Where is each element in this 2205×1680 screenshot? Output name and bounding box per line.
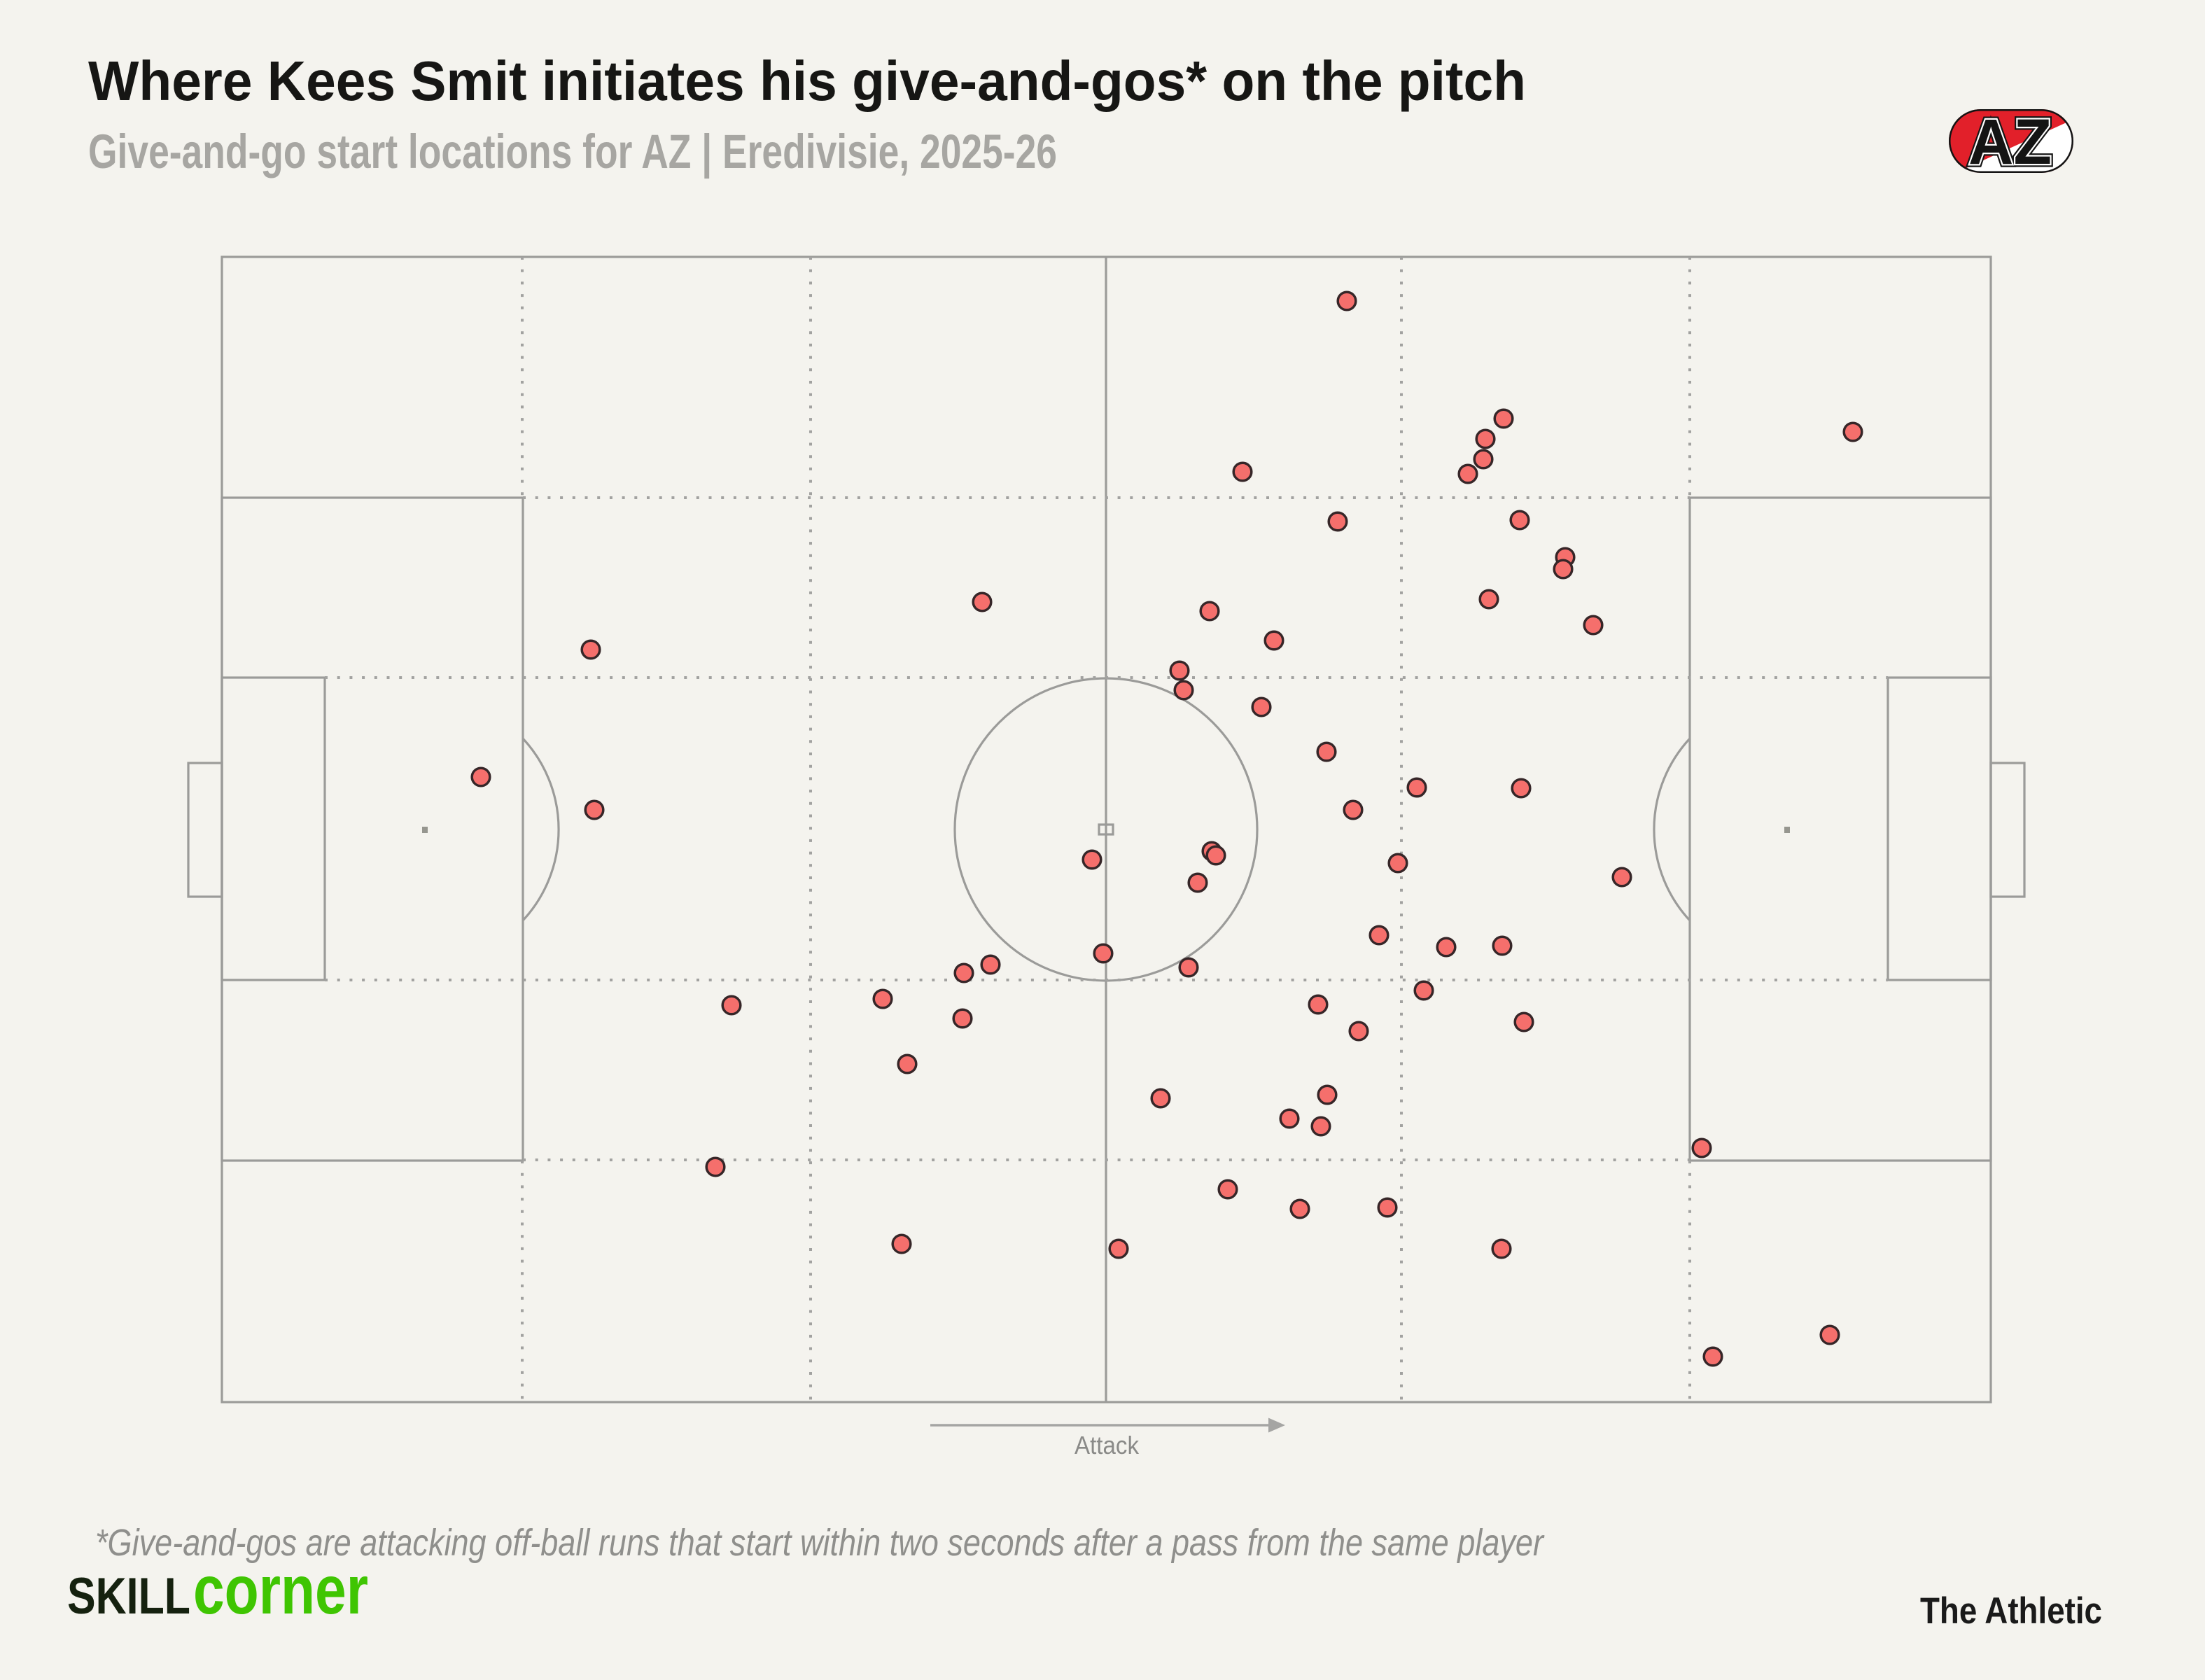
svg-text:AZ: AZ	[1968, 106, 2052, 178]
svg-text:The Athletic: The Athletic	[1920, 1590, 2102, 1632]
svg-text:Where Kees Smit initiates his: Where Kees Smit initiates his give-and-g…	[88, 50, 1526, 112]
svg-text:Attack: Attack	[1074, 1431, 1140, 1460]
svg-text:SKILL: SKILL	[67, 1568, 190, 1625]
svg-text:corner: corner	[193, 1551, 368, 1628]
svg-text:*Give-and-gos are attacking of: *Give-and-gos are attacking off-ball run…	[95, 1522, 1545, 1564]
svg-text:AZ: AZ	[1968, 106, 2052, 178]
svg-text:Give-and-go start locations fo: Give-and-go start locations for AZ | Ere…	[88, 125, 1057, 179]
